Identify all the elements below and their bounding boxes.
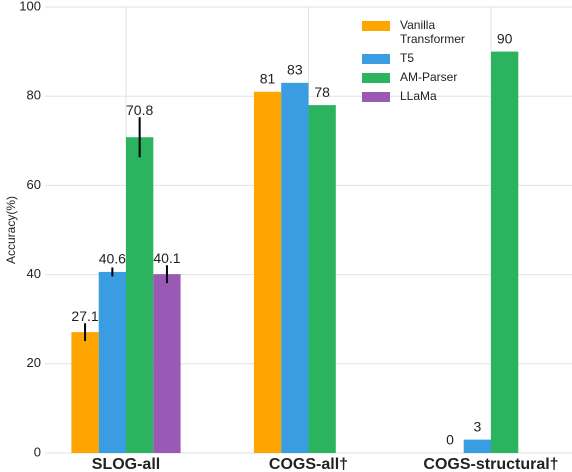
value-label: 3 [473,418,481,434]
legend-label: LLaMa [400,89,437,103]
y-tick-label: 60 [27,177,41,192]
y-axis-label: Accuracy(%) [4,196,18,264]
legend-swatch [362,92,390,102]
legend-swatch [362,54,390,64]
x-tick-label: COGS-all† [269,456,348,472]
legend-item: AM-Parser [362,70,510,84]
bar [463,439,491,453]
value-label: 27.1 [71,308,98,324]
y-tick-label: 100 [19,0,41,13]
legend-item: LLaMa [362,89,510,103]
legend-swatch [362,21,390,31]
legend-label: AM-Parser [400,70,458,84]
legend-swatch [362,73,390,83]
legend-item: Vanilla Transformer [362,18,510,46]
bar [98,271,126,453]
value-label: 0 [446,432,454,448]
bar [126,137,154,453]
bar [308,105,336,454]
value-label: 81 [260,70,276,86]
y-tick-label: 40 [27,266,41,281]
legend-label: T5 [400,51,415,65]
bar [491,51,519,453]
bar [281,82,309,453]
legend-label: Vanilla Transformer [400,18,465,46]
bar [253,91,282,454]
y-tick-label: 80 [27,88,41,103]
legend-item: T5 [362,51,510,65]
value-label: 78 [314,84,330,100]
value-label: 90 [497,30,513,46]
bar [153,274,181,453]
value-label: 40.1 [153,250,180,266]
x-tick-label: COGS-structural† [423,456,558,472]
y-tick-label: 0 [34,444,41,459]
value-label: 40.6 [99,251,126,267]
x-tick-label: SLOG-all [92,456,160,472]
y-tick-label: 20 [27,355,41,370]
value-label: 70.8 [126,102,153,118]
legend: Vanilla Transformer T5 AM-Parser LLaMa [362,18,510,108]
bar [71,332,99,453]
value-label: 83 [287,62,303,78]
